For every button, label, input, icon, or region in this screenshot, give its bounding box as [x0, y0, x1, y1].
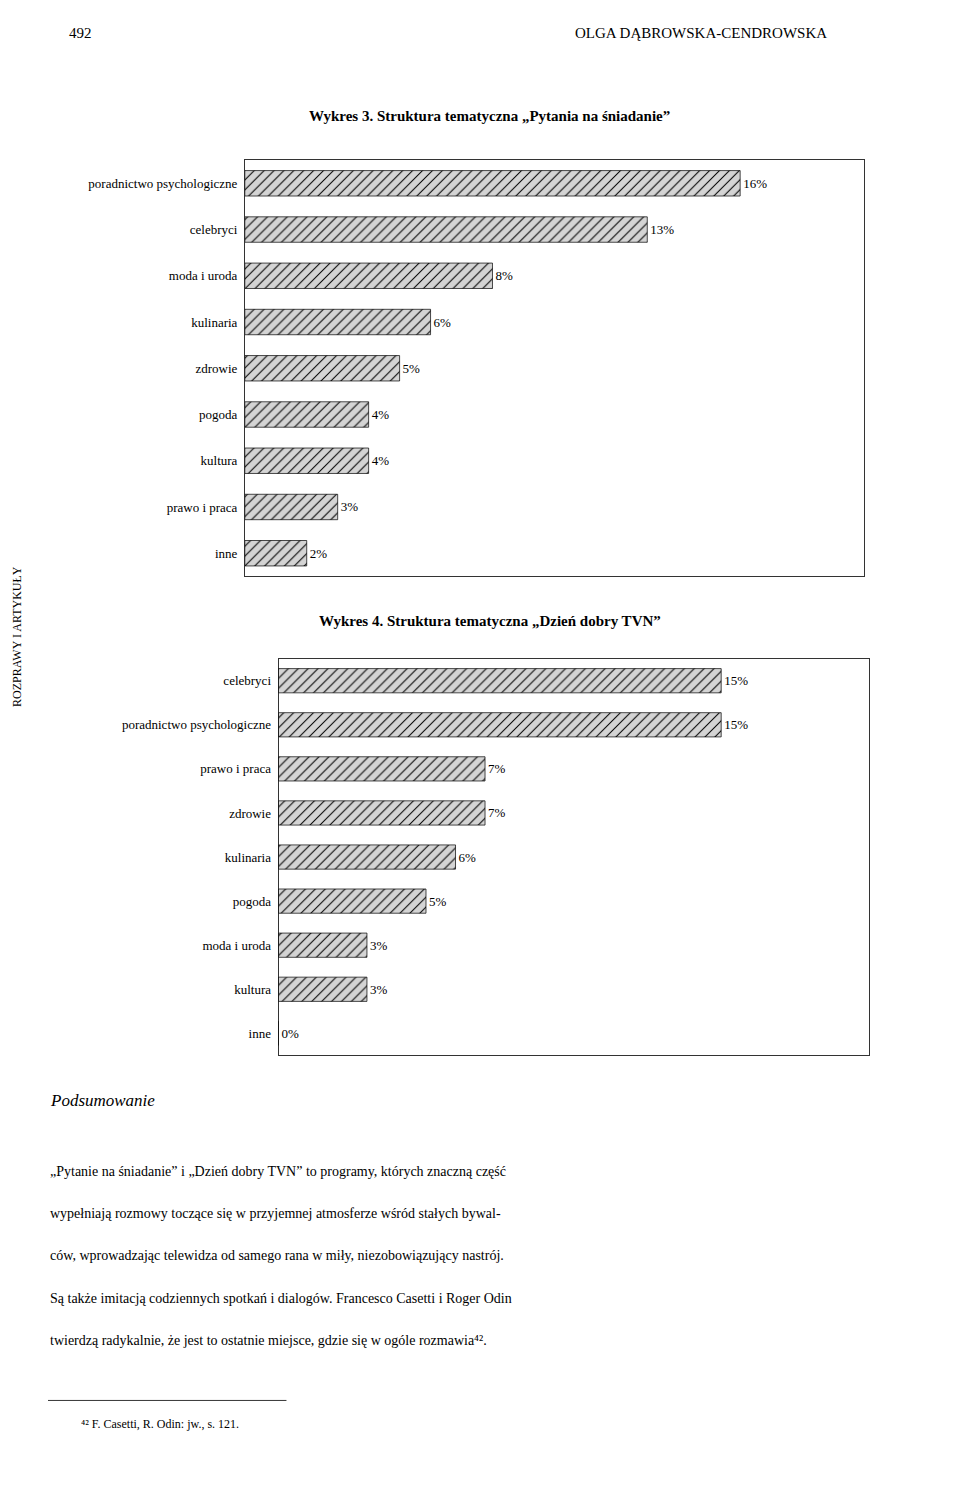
- svg-text:ców, wprowadzając telewidza od: ców, wprowadzając telewidza od samego ra…: [50, 1248, 504, 1263]
- svg-text:zdrowie: zdrowie: [196, 361, 238, 376]
- svg-text:twierdzą radykalnie, że jest t: twierdzą radykalnie, że jest to ostatnie…: [50, 1333, 487, 1348]
- svg-text:5%: 5%: [403, 361, 421, 376]
- svg-text:15%: 15%: [724, 717, 748, 732]
- svg-text:3%: 3%: [370, 938, 388, 953]
- svg-text:celebryci: celebryci: [190, 222, 238, 237]
- svg-text:5%: 5%: [429, 894, 447, 909]
- svg-text:pogoda: pogoda: [233, 894, 272, 909]
- svg-text:3%: 3%: [370, 982, 388, 997]
- svg-text:7%: 7%: [488, 761, 506, 776]
- svg-text:moda i uroda: moda i uroda: [169, 268, 238, 283]
- svg-text:3%: 3%: [341, 499, 359, 514]
- svg-text:Podsumowanie: Podsumowanie: [50, 1091, 155, 1110]
- svg-text:4%: 4%: [372, 407, 390, 422]
- svg-text:15%: 15%: [724, 673, 748, 688]
- svg-text:zdrowie: zdrowie: [229, 806, 271, 821]
- svg-text:OLGA DĄBROWSKA-CENDROWSKA: OLGA DĄBROWSKA-CENDROWSKA: [575, 25, 827, 41]
- svg-text:kultura: kultura: [234, 982, 271, 997]
- svg-text:inne: inne: [249, 1026, 272, 1041]
- svg-text:inne: inne: [215, 546, 238, 561]
- svg-text:kultura: kultura: [201, 453, 238, 468]
- svg-text:2%: 2%: [310, 546, 328, 561]
- svg-text:prawo i praca: prawo i praca: [200, 761, 271, 776]
- svg-text:poradnictwo psychologiczne: poradnictwo psychologiczne: [122, 717, 271, 732]
- svg-text:6%: 6%: [459, 850, 477, 865]
- svg-text:moda i uroda: moda i uroda: [202, 938, 271, 953]
- svg-text:16%: 16%: [743, 176, 767, 191]
- svg-text:492: 492: [69, 25, 92, 41]
- svg-text:kulinaria: kulinaria: [225, 850, 271, 865]
- svg-text:8%: 8%: [495, 268, 513, 283]
- svg-text:prawo i praca: prawo i praca: [167, 500, 238, 515]
- svg-text:wypełniają rozmowy toczące się: wypełniają rozmowy toczące się w przyjem…: [50, 1206, 501, 1221]
- svg-text:7%: 7%: [488, 805, 506, 820]
- svg-text:0%: 0%: [281, 1026, 299, 1041]
- svg-text:Są także imitacją codziennych: Są także imitacją codziennych spotkań i …: [50, 1291, 512, 1306]
- svg-text:13%: 13%: [650, 222, 674, 237]
- svg-text:Wykres 3. Struktura tematyczna: Wykres 3. Struktura tematyczna „Pytania …: [309, 108, 670, 124]
- svg-text:Wykres 4. Struktura tematyczna: Wykres 4. Struktura tematyczna „Dzień do…: [319, 613, 661, 629]
- svg-text:poradnictwo psychologiczne: poradnictwo psychologiczne: [88, 176, 237, 191]
- svg-text:6%: 6%: [434, 315, 452, 330]
- svg-text:„Pytanie na śniadanie” i „Dzie: „Pytanie na śniadanie” i „Dzień dobry TV…: [50, 1164, 506, 1179]
- svg-text:⁴² F. Casetti, R. Odin: jw., s: ⁴² F. Casetti, R. Odin: jw., s. 121.: [81, 1417, 239, 1431]
- svg-text:celebryci: celebryci: [223, 673, 271, 688]
- svg-text:ROZPRAWY I ARTYKUŁY: ROZPRAWY I ARTYKUŁY: [10, 566, 24, 707]
- svg-text:4%: 4%: [372, 453, 390, 468]
- svg-text:kulinaria: kulinaria: [191, 315, 237, 330]
- svg-text:pogoda: pogoda: [199, 407, 238, 422]
